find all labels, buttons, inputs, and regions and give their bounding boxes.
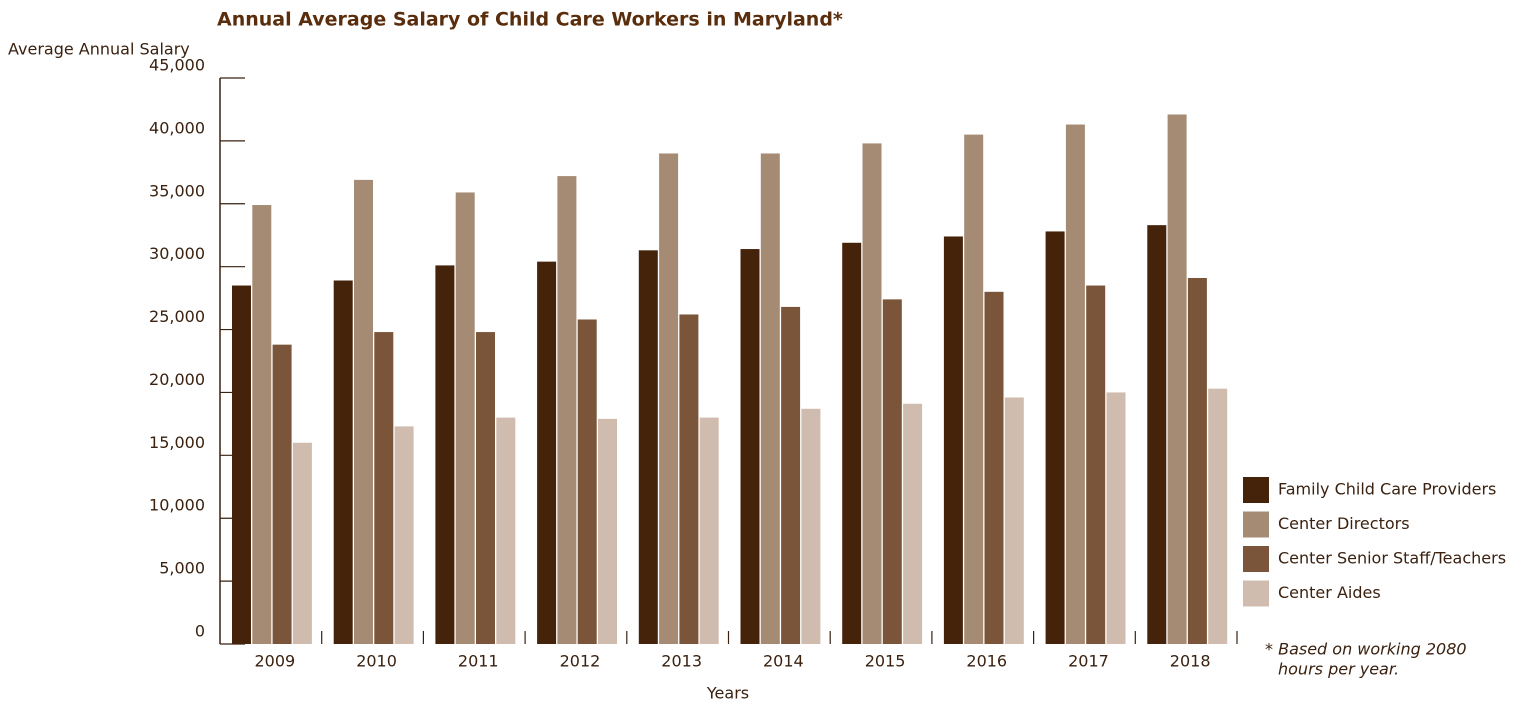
y-tick-label: 30,000: [149, 244, 205, 263]
bar: [943, 236, 963, 645]
bar: [882, 299, 902, 644]
y-tick-label: 35,000: [149, 181, 205, 200]
legend-label: Center Aides: [1278, 583, 1381, 602]
bar: [292, 442, 312, 644]
y-tick-label: 20,000: [149, 370, 205, 389]
y-tick-label: 0: [195, 622, 205, 641]
x-tick-label: 2017: [1068, 652, 1109, 671]
bar: [801, 408, 821, 644]
bar: [1187, 277, 1207, 644]
footnote: * Based on working 2080: [1265, 640, 1467, 659]
bar: [659, 153, 679, 644]
bar: [598, 418, 617, 644]
x-tick-label: 2009: [254, 652, 295, 671]
bar: [740, 249, 760, 644]
bar: [374, 332, 394, 644]
bar: [699, 417, 719, 644]
legend-swatch: [1243, 546, 1269, 572]
legend-swatch: [1243, 511, 1269, 538]
x-tick-label: 2012: [560, 652, 601, 671]
legend-label: Center Directors: [1278, 514, 1410, 533]
bar: [1147, 225, 1167, 644]
y-tick-label: 10,000: [149, 496, 205, 515]
bar: [1086, 285, 1106, 644]
bar: [232, 285, 251, 644]
x-tick-label: 2015: [865, 652, 906, 671]
bar: [476, 332, 495, 644]
bar: [1004, 397, 1024, 644]
bar: [781, 306, 801, 644]
bar: [435, 265, 455, 644]
bar: [679, 314, 699, 644]
y-tick-label: 15,000: [149, 433, 205, 452]
bar: [394, 426, 414, 644]
y-tick-label: 25,000: [149, 307, 205, 326]
bar: [537, 261, 557, 644]
y-axis-label: Average Annual Salary: [8, 40, 190, 59]
bar: [842, 242, 862, 644]
legend-label: Family Child Care Providers: [1278, 480, 1496, 499]
footnote: hours per year.: [1278, 660, 1399, 679]
chart-title: Annual Average Salary of Child Care Work…: [217, 9, 843, 31]
bar: [1208, 388, 1228, 644]
bar: [964, 134, 984, 644]
bar: [1106, 392, 1126, 644]
bar: [862, 143, 882, 644]
bar: [557, 176, 577, 644]
bar: [272, 344, 292, 644]
y-tick-label: 5,000: [159, 559, 205, 578]
legend-label: Center Senior Staff/Teachers: [1278, 549, 1506, 568]
bar: [1065, 124, 1085, 644]
bar: [1045, 231, 1065, 644]
legend-swatch: [1243, 580, 1269, 607]
bar: [638, 250, 658, 644]
x-tick-label: 2016: [966, 652, 1007, 671]
legend-swatch: [1243, 477, 1269, 503]
bar: [496, 417, 516, 644]
x-tick-label: 2014: [763, 652, 804, 671]
x-tick-label: 2010: [356, 652, 397, 671]
bar: [455, 192, 475, 645]
x-tick-label: 2011: [458, 652, 499, 671]
bar: [354, 179, 373, 644]
bar: [903, 403, 923, 644]
bar: [760, 153, 780, 644]
x-axis-label: Years: [706, 684, 749, 703]
x-tick-label: 2013: [661, 652, 702, 671]
bar: [333, 280, 353, 644]
y-tick-label: 40,000: [149, 118, 205, 137]
y-tick-label: 45,000: [149, 56, 205, 75]
bar: [252, 205, 272, 644]
x-tick-label: 2018: [1170, 652, 1211, 671]
bar: [577, 319, 597, 644]
bar: [1167, 114, 1187, 644]
bar: [984, 291, 1004, 644]
